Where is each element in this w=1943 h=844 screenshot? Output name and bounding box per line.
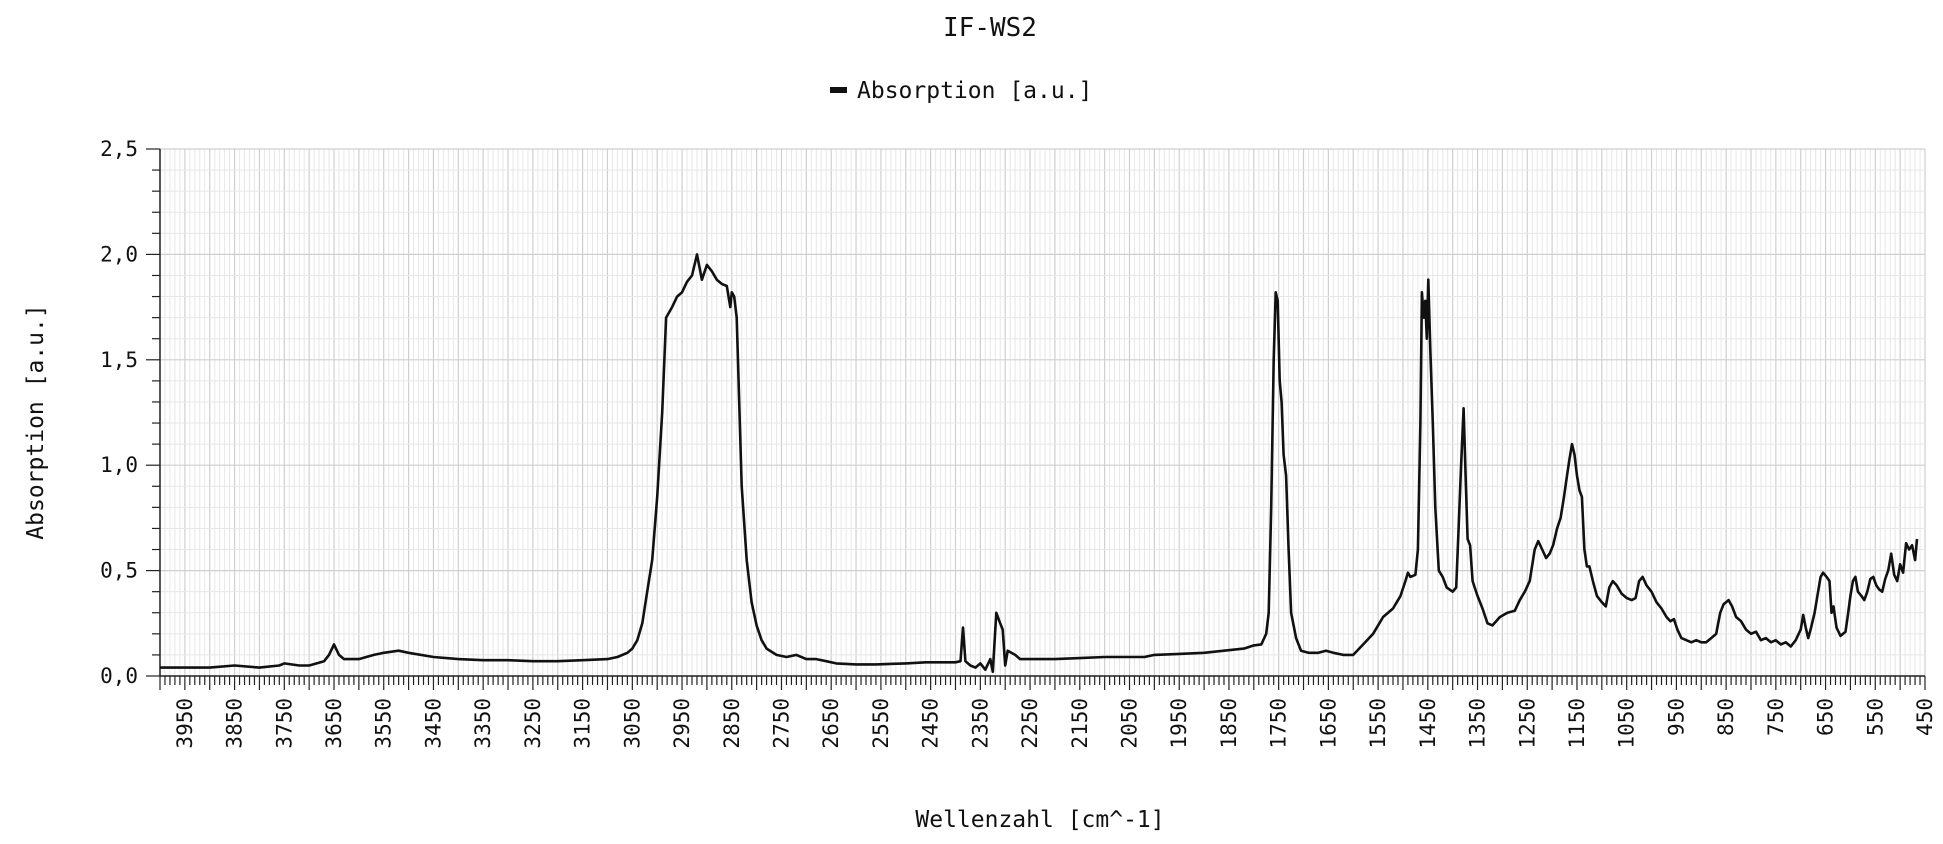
x-tick-label: 2150	[1068, 698, 1092, 749]
x-tick-label: 3350	[471, 698, 495, 749]
x-tick-label: 1150	[1565, 698, 1589, 749]
x-tick-label: 950	[1664, 698, 1688, 736]
x-tick-label: 3550	[372, 698, 396, 749]
x-tick-label: 2050	[1118, 698, 1142, 749]
x-tick-label: 3150	[571, 698, 595, 749]
grid	[159, 148, 1926, 677]
y-tick-label: 1,0	[100, 453, 138, 477]
x-tick-label: 650	[1814, 698, 1838, 736]
x-tick-label: 2650	[819, 698, 843, 749]
x-tick-label: 450	[1913, 698, 1937, 736]
tick-labels: 3950 3850 3750 3650 3550 3450 3350 3250 3150 3050…	[100, 137, 1937, 749]
x-tick-label: 2850	[720, 698, 744, 749]
x-tick-label: 850	[1714, 698, 1738, 736]
x-tick-label: 1650	[1316, 698, 1340, 749]
x-tick-label: 1450	[1416, 698, 1440, 749]
y-tick-label: 1,5	[100, 348, 138, 372]
y-tick-label: 2,5	[100, 137, 138, 161]
x-tick-label: 1550	[1366, 698, 1390, 749]
x-tick-label: 2350	[968, 698, 992, 749]
y-tick-label: 0,5	[100, 559, 138, 583]
chart-title: IF-WS2	[943, 13, 1037, 43]
x-tick-label: 1750	[1267, 698, 1291, 749]
x-tick-label: 550	[1863, 698, 1887, 736]
x-tick-label: 3850	[223, 698, 247, 749]
x-tick-label: 2450	[919, 698, 943, 749]
y-tick-label: 0,0	[100, 664, 138, 688]
x-tick-label: 2250	[1018, 698, 1042, 749]
x-axis-label: Wellenzahl [cm^-1]	[915, 807, 1164, 833]
x-tick-label: 3750	[272, 698, 296, 749]
x-tick-label: 3050	[620, 698, 644, 749]
x-tick-label: 3650	[322, 698, 346, 749]
x-tick-label: 1250	[1515, 698, 1539, 749]
x-tick-label: 750	[1764, 698, 1788, 736]
series	[160, 253, 1919, 674]
y-axis-label: Absorption [a.u.]	[23, 304, 49, 539]
x-tick-label: 2750	[769, 698, 793, 749]
x-tick-label: 1050	[1615, 698, 1639, 749]
x-tick-label: 1950	[1167, 698, 1191, 749]
legend: Absorption [a.u.]	[830, 78, 1092, 104]
x-tick-label: 1850	[1217, 698, 1241, 749]
x-tick-label: 3950	[173, 698, 197, 749]
x-tick-label: 1350	[1466, 698, 1490, 749]
axes	[146, 148, 1926, 690]
x-tick-label: 3450	[421, 698, 445, 749]
legend-swatch	[830, 87, 847, 93]
x-tick-label: 2950	[670, 698, 694, 749]
x-tick-label: 3250	[521, 698, 545, 749]
series-line-absorption	[160, 253, 1919, 674]
legend-entry-absorption: Absorption [a.u.]	[857, 78, 1092, 104]
x-tick-label: 2550	[869, 698, 893, 749]
y-tick-label: 2,0	[100, 242, 138, 266]
